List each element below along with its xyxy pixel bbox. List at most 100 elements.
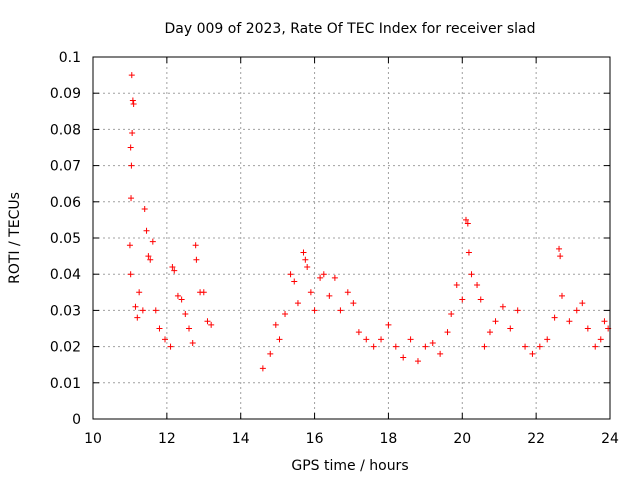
data-points	[126, 72, 612, 372]
data-point	[392, 343, 399, 350]
data-point	[291, 278, 298, 285]
x-axis-ticks: 10 12 14 16 18 20 22 24	[84, 57, 619, 447]
data-point	[174, 292, 181, 299]
data-point	[385, 321, 392, 328]
data-point	[300, 249, 307, 256]
data-point	[453, 282, 460, 289]
y-tick-label: 0.09	[50, 86, 81, 102]
data-point	[208, 321, 215, 328]
data-point	[311, 307, 318, 314]
data-point	[267, 350, 274, 357]
data-point	[477, 296, 484, 303]
data-point	[444, 329, 451, 336]
y-tick-label: 0.02	[50, 340, 81, 356]
data-point	[307, 289, 314, 296]
data-point	[169, 263, 176, 270]
data-point	[499, 303, 506, 310]
data-point	[514, 307, 521, 314]
data-point	[350, 300, 357, 307]
x-axis-label: GPS time / hours	[291, 458, 408, 474]
data-point	[136, 289, 143, 296]
data-point	[464, 220, 471, 227]
data-point	[134, 314, 141, 321]
data-point	[317, 274, 324, 281]
data-point	[127, 144, 134, 151]
data-point	[326, 292, 333, 299]
y-tick-label: 0.04	[50, 267, 81, 283]
data-point	[337, 307, 344, 314]
x-tick-label: 24	[601, 431, 619, 447]
x-tick-label: 10	[84, 431, 102, 447]
y-axis-label: ROTI / TECUs	[7, 192, 23, 284]
data-point	[259, 365, 266, 372]
data-point	[139, 307, 146, 314]
data-point	[193, 256, 200, 263]
data-point	[130, 101, 137, 108]
data-point	[200, 289, 207, 296]
data-point	[573, 307, 580, 314]
data-point	[189, 339, 196, 346]
data-point	[529, 350, 536, 357]
y-tick-label: 0.1	[59, 50, 81, 66]
data-point	[178, 296, 185, 303]
y-tick-label: 0	[72, 412, 81, 428]
y-tick-label: 0.06	[50, 195, 81, 211]
data-point	[182, 311, 189, 318]
data-point	[128, 72, 135, 79]
data-point	[276, 336, 283, 343]
data-point	[127, 271, 134, 278]
data-point	[192, 242, 199, 249]
data-point	[414, 358, 421, 365]
data-point	[407, 336, 414, 343]
data-point	[592, 343, 599, 350]
x-tick-label: 20	[453, 431, 471, 447]
data-point	[551, 314, 558, 321]
data-point	[129, 130, 136, 137]
data-point	[147, 256, 154, 263]
data-point	[422, 343, 429, 350]
data-point	[465, 249, 472, 256]
data-point	[128, 195, 135, 202]
y-tick-label: 0.07	[50, 159, 81, 175]
data-point	[468, 271, 475, 278]
data-point	[400, 354, 407, 361]
plot-frame	[92, 56, 611, 420]
y-axis-ticks: 0 0.01 0.02 0.03 0.04 0.05 0.06 0.07 0.08 0.09 0.1	[50, 50, 610, 428]
data-point	[287, 271, 294, 278]
data-point	[556, 245, 563, 252]
data-point	[344, 289, 351, 296]
data-point	[363, 336, 370, 343]
data-point	[320, 271, 327, 278]
data-point	[492, 318, 499, 325]
y-tick-label: 0.08	[50, 122, 81, 138]
data-point	[486, 329, 493, 336]
data-point	[601, 318, 608, 325]
y-tick-label: 0.05	[50, 231, 81, 247]
data-point	[126, 242, 133, 249]
data-point	[474, 282, 481, 289]
data-point	[557, 253, 564, 260]
data-point	[579, 300, 586, 307]
data-point	[536, 343, 543, 350]
data-point	[459, 296, 466, 303]
data-point	[156, 325, 163, 332]
data-point	[143, 227, 150, 234]
data-point	[370, 343, 377, 350]
data-point	[302, 256, 309, 263]
y-tick-label: 0.01	[50, 376, 81, 392]
data-point	[597, 336, 604, 343]
data-point	[437, 350, 444, 357]
data-point	[355, 329, 362, 336]
data-point	[167, 343, 174, 350]
data-point	[294, 300, 301, 307]
data-point	[522, 343, 529, 350]
data-point	[171, 267, 178, 274]
grid-lines	[93, 57, 610, 419]
chart-title: Day 009 of 2023, Rate Of TEC Index for r…	[164, 21, 535, 37]
data-point	[429, 339, 436, 346]
data-point	[558, 292, 565, 299]
x-tick-label: 22	[527, 431, 545, 447]
data-point	[141, 206, 148, 213]
data-point	[129, 97, 136, 104]
